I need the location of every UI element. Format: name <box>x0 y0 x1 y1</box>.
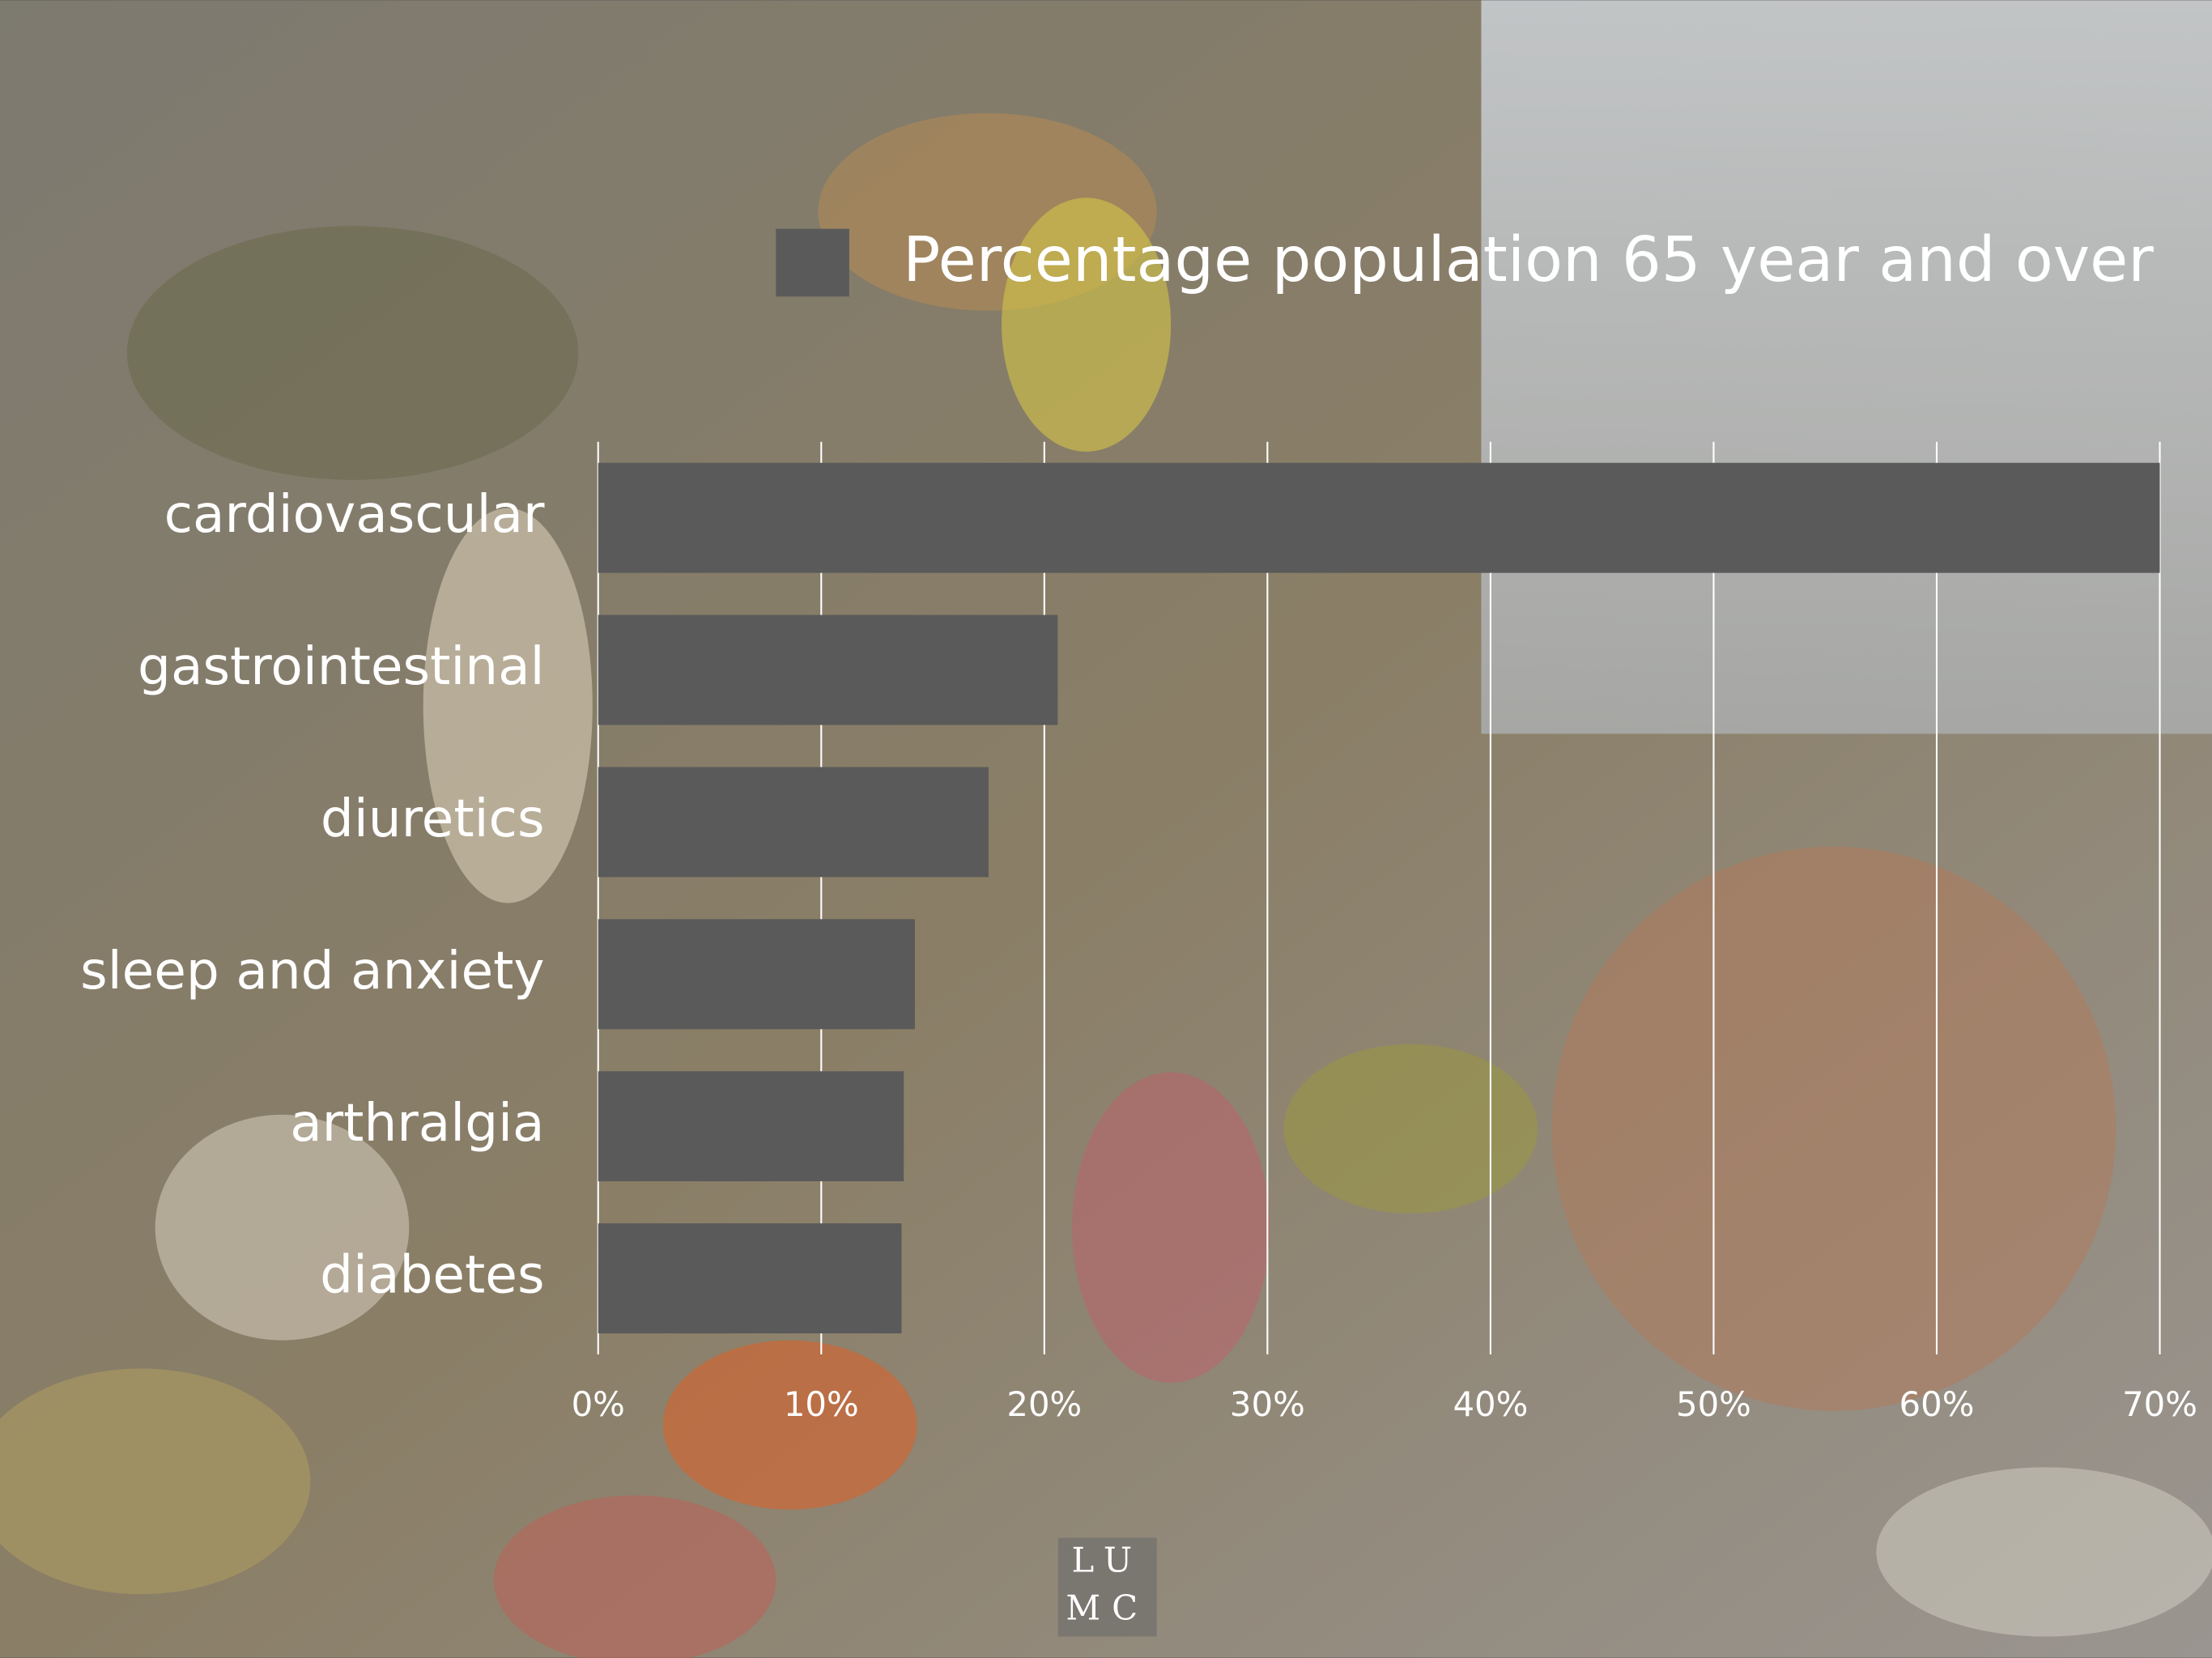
logo-box <box>1057 1537 1157 1637</box>
x-tick-label: 50% <box>1676 1384 1751 1424</box>
chart: 0% 10% 20% 30% 40% 50% 60% 70% cardiovascular gas… <box>80 224 2197 1424</box>
logo: LU MC <box>1057 1537 1157 1637</box>
logo-top: LU <box>1071 1540 1143 1579</box>
y-tick-label: gastrointestinal <box>138 636 544 697</box>
y-tick-label: diuretics <box>321 789 545 849</box>
x-tick-label: 10% <box>784 1384 859 1424</box>
bar <box>598 767 989 878</box>
y-tick-label: sleep and anxiety <box>80 941 544 1001</box>
legend-swatch <box>776 228 849 297</box>
logo-bottom: MC <box>1066 1588 1149 1628</box>
y-tick-label: diabetes <box>320 1245 544 1306</box>
legend-label: Percentage population 65 year and over <box>903 224 2154 296</box>
x-tick-label: 20% <box>1006 1384 1082 1424</box>
x-tick-label: 30% <box>1230 1384 1305 1424</box>
bar <box>598 462 2160 573</box>
bar <box>598 614 1058 725</box>
x-tick-label: 60% <box>1899 1384 1975 1424</box>
x-tick-label: 70% <box>2122 1384 2197 1424</box>
y-tick-label: arthralgia <box>290 1093 544 1154</box>
bar <box>598 919 916 1030</box>
x-tick-label: 40% <box>1453 1384 1528 1424</box>
y-tick-label: cardiovascular <box>164 484 545 545</box>
bar <box>598 1223 902 1334</box>
x-tick-label: 0% <box>572 1384 625 1424</box>
bar <box>598 1071 904 1182</box>
